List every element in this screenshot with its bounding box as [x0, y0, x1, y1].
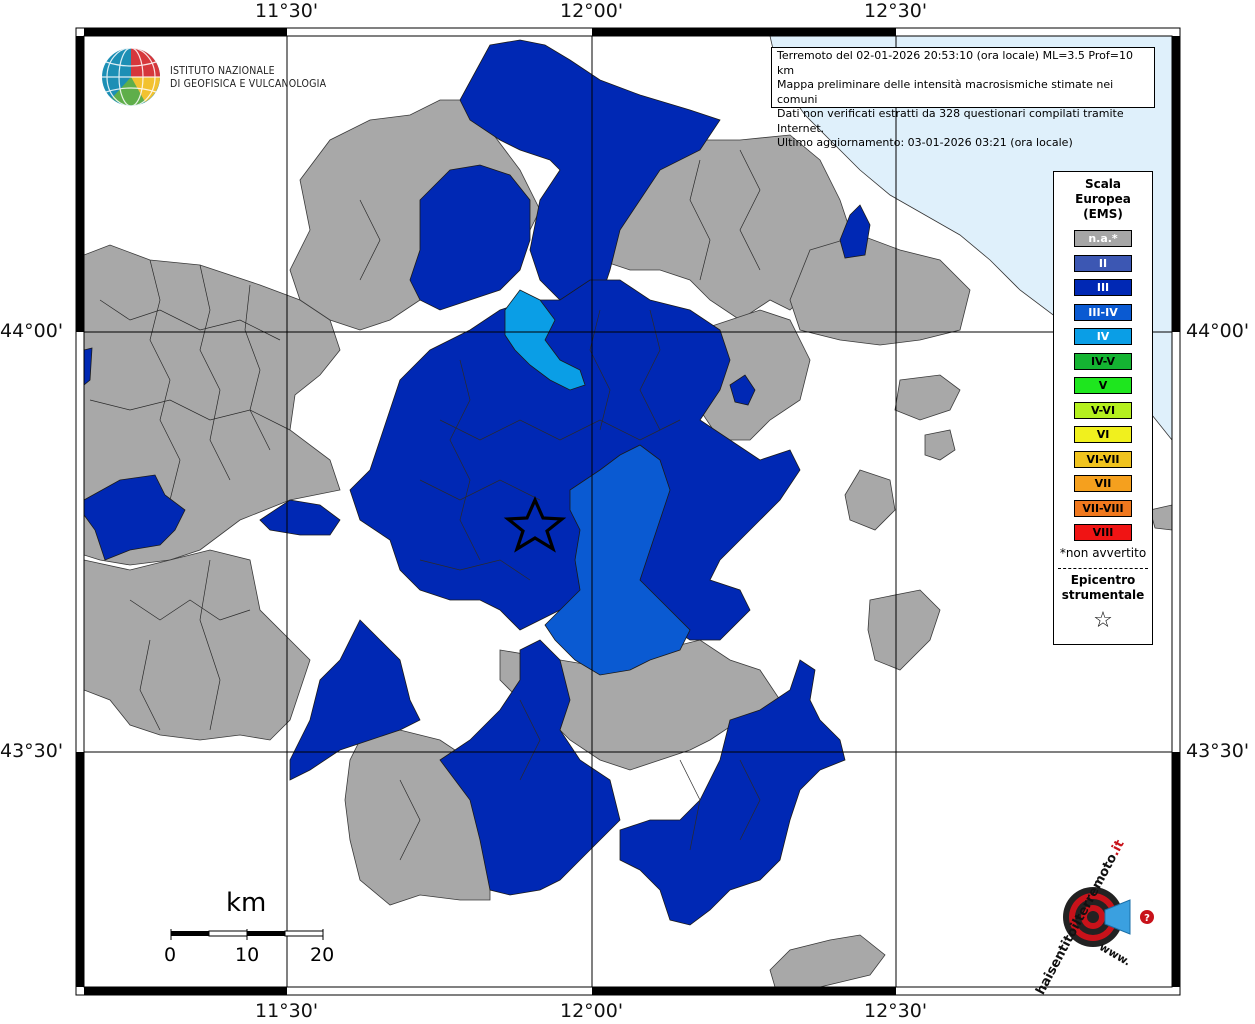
gray-small-island	[1149, 504, 1172, 531]
legend-epi-line2: strumentale	[1061, 588, 1145, 602]
midblue-east-patch	[544, 444, 691, 676]
left-tick-4330: 43°30'	[0, 740, 64, 762]
epicenter-star	[503, 496, 567, 553]
svg-text:?: ?	[1144, 913, 1150, 924]
legend-swatch-iii: III	[1074, 279, 1132, 296]
map-frame	[75, 27, 1181, 996]
legend-title-2: Europea	[1075, 192, 1131, 206]
blue-west-patch	[84, 474, 186, 561]
legend-title-3: (EMS)	[1083, 207, 1123, 221]
legend-epi-line1: Epicentro	[1070, 573, 1136, 587]
haisentito-logo-text: haisentitoilterremoto.it www.	[1030, 838, 1160, 998]
ingv-logo-line1: ISTITUTO NAZIONALE	[170, 65, 275, 77]
gray-southeast-island	[769, 934, 886, 987]
legend-swatch-vii-viii: VII-VIII	[1074, 499, 1132, 517]
blue-east-small	[729, 374, 756, 406]
ingv-logo-text: ISTITUTO NAZIONALE DI GEOFISICA E VULCAN…	[170, 65, 326, 91]
legend-title-1: Scala	[1084, 177, 1122, 191]
gray-southwest-block	[84, 549, 311, 741]
legend-epicenter-label: Epicentro strumentale	[1054, 573, 1152, 603]
scale-title: km	[226, 888, 267, 918]
blue-west-patch-2	[259, 499, 341, 536]
internal-borders	[89, 149, 761, 861]
haisentito-url: www.	[1097, 940, 1133, 969]
legend-note: *non avvertito	[1059, 546, 1147, 560]
info-line-2: Mappa preliminare delle intensità macros…	[777, 78, 1114, 106]
info-line-4: Ultimo aggiornamento: 03-01-2026 03:21 (…	[777, 136, 1073, 149]
bottom-tick-1230: 12°30'	[864, 1000, 928, 1022]
scale-label-20: 20	[310, 944, 335, 966]
gray-east-island-1	[894, 374, 961, 421]
gray-east-island-4	[867, 589, 941, 671]
legend-swatch-v-vi: V-VI	[1074, 401, 1132, 419]
top-tick-1130: 11°30'	[255, 0, 319, 22]
ems-legend: Scala Europea (EMS) n.a.* II III III-IV IV IV…	[1053, 171, 1153, 645]
legend-swatch-vi-vii: VI-VII	[1074, 450, 1132, 468]
ingv-globe-icon	[102, 47, 160, 107]
right-tick-4400: 44°00'	[1186, 320, 1250, 342]
gray-east-island-2	[924, 429, 956, 461]
intensity-IV-areas	[504, 289, 586, 391]
ingv-logo-line2: DI GEOFISICA E VULCANOLOGIA	[170, 78, 327, 90]
bottom-tick-1130: 11°30'	[255, 1000, 319, 1022]
adriatic-sea	[769, 36, 1172, 441]
legend-title: Scala Europea (EMS)	[1054, 177, 1152, 222]
legend-divider	[1058, 568, 1148, 569]
top-tick-1230: 12°30'	[864, 0, 928, 22]
legend-star-icon: ☆	[1093, 608, 1113, 633]
intensity-III-IV-areas	[544, 444, 691, 676]
legend-swatch-viii: VIII	[1074, 524, 1132, 541]
scale-label-0: 0	[164, 944, 177, 966]
legend-swatch-v: V	[1074, 377, 1132, 394]
legend-swatch-n-a: n.a.*	[1074, 230, 1132, 247]
scale-label-10: 10	[235, 944, 260, 966]
scale-bar	[170, 929, 324, 940]
legend-swatch-vii: VII	[1074, 475, 1132, 492]
top-tick-1200: 12°00'	[560, 0, 624, 22]
blue-west-edge	[84, 347, 93, 386]
haisentito-logo-icon: ?	[1063, 887, 1154, 947]
legend-swatch-iv: IV	[1074, 328, 1132, 345]
info-line-1: Terremoto del 02-01-2026 20:53:10 (ora l…	[777, 49, 1133, 77]
legend-swatch-iv-v: IV-V	[1074, 352, 1132, 370]
legend-swatch-ii: II	[1074, 254, 1132, 272]
right-tick-4330: 43°30'	[1186, 740, 1250, 762]
graticule	[84, 36, 1172, 987]
event-info-box: Terremoto del 02-01-2026 20:53:10 (ora l…	[771, 47, 1155, 149]
blue-southwest-lobe	[289, 619, 421, 781]
blue-southeast-lobe	[619, 659, 846, 926]
gray-east-island-3	[844, 469, 896, 531]
gray-coastal-block	[789, 234, 971, 346]
bottom-tick-1200: 12°00'	[560, 1000, 624, 1022]
lightblue-north-patch	[504, 289, 586, 391]
blue-northwest-arm	[409, 164, 531, 311]
left-tick-4400: 44°00'	[0, 320, 64, 342]
blue-south-lobe	[439, 639, 621, 896]
info-line-3: Dati non verificati estratti da 328 ques…	[777, 107, 1124, 135]
legend-swatch-vi: VI	[1074, 426, 1132, 443]
blue-coastal-patch	[839, 204, 871, 259]
haisentito-text-main: haisentitoilterremoto	[1033, 851, 1121, 998]
legend-swatch-iii-iv: III-IV	[1074, 303, 1132, 321]
